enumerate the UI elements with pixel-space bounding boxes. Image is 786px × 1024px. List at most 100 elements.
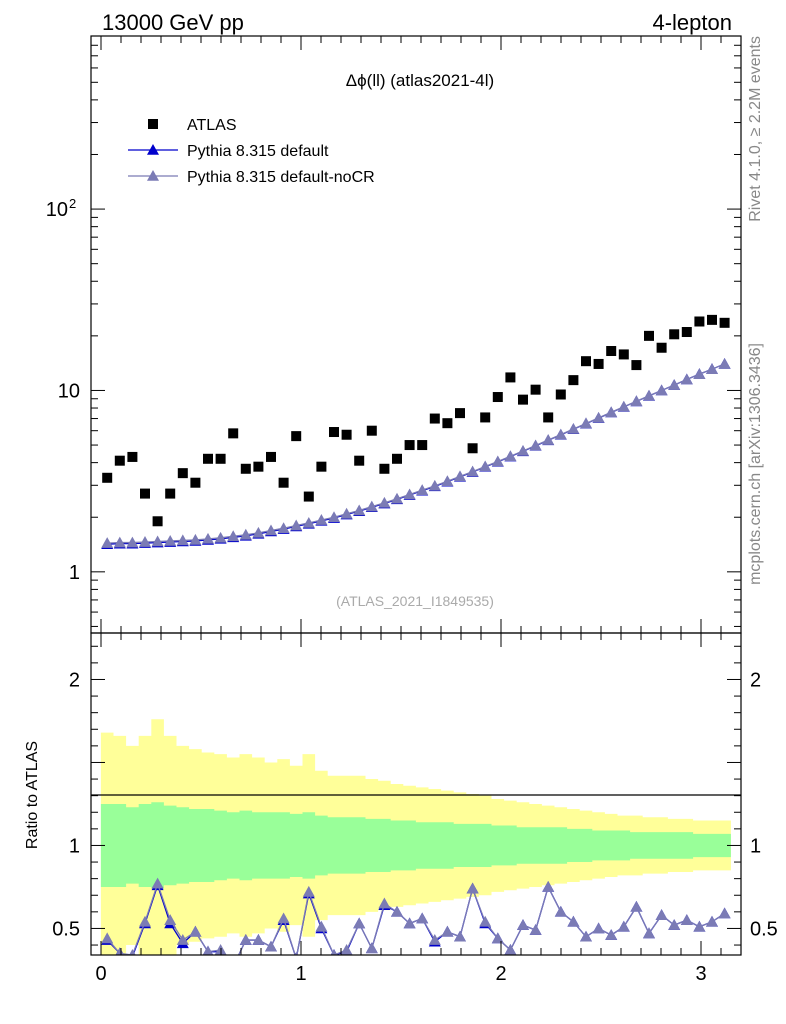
data-point — [455, 408, 465, 419]
chart-title: Δϕ(ll) (atlas2021-4l) — [346, 71, 494, 90]
mc-point — [189, 533, 202, 545]
ratio-point — [605, 929, 618, 940]
data-point — [530, 384, 541, 395]
ratio-point — [668, 919, 681, 930]
header-left-label: 13000 GeV pp — [102, 10, 244, 35]
mc-point — [365, 500, 378, 512]
ratio-point — [391, 905, 403, 917]
data-point — [316, 461, 327, 472]
mc-point — [126, 536, 139, 548]
ratio-point — [265, 940, 277, 952]
data-point — [102, 472, 113, 483]
mc-point — [680, 373, 693, 385]
ratio-point — [592, 922, 605, 934]
xtick-label: 3 — [695, 963, 706, 985]
ratio-point — [643, 927, 655, 939]
data-point — [505, 372, 516, 383]
mc-point — [580, 417, 592, 429]
mc-point — [567, 423, 580, 434]
legend-marker-mc — [147, 170, 159, 181]
data-point — [177, 468, 188, 479]
mc-point — [151, 535, 164, 547]
ratio-point — [416, 912, 429, 924]
ratio-point — [491, 932, 504, 944]
ratio-point — [466, 882, 479, 894]
ratio-point — [517, 919, 529, 930]
ratio-point — [441, 925, 454, 937]
ratio-point — [504, 944, 517, 955]
ratio-ytick-label-right: 1 — [750, 835, 761, 857]
mc-point — [277, 522, 290, 534]
data-point — [681, 327, 692, 338]
ratio-point — [164, 914, 177, 925]
data-point — [240, 463, 251, 474]
data-point — [555, 389, 566, 400]
ratio-point — [378, 897, 391, 909]
ratio-band-inner — [100, 802, 731, 889]
mc-point — [617, 400, 630, 412]
ratio-point — [617, 920, 630, 932]
ratio-point — [680, 914, 693, 925]
data-point — [429, 413, 440, 424]
mc-point — [416, 484, 429, 495]
main-ytick-label: 1 — [69, 562, 80, 584]
data-point — [694, 316, 705, 327]
ratio-frame — [90, 632, 742, 956]
ratio-point — [294, 952, 298, 955]
mc-point — [454, 470, 466, 482]
data-point — [467, 443, 478, 454]
data-point — [442, 418, 453, 429]
mc-point — [113, 536, 126, 548]
ratio-point — [239, 934, 252, 945]
data-point — [719, 317, 730, 328]
ratio-point — [428, 934, 441, 945]
mc-point — [227, 530, 240, 542]
ratio-point — [454, 930, 466, 942]
data-point — [278, 477, 289, 488]
mc-point — [441, 475, 454, 487]
ratio-point — [706, 915, 718, 927]
mc-point — [554, 428, 567, 440]
mc-point — [391, 492, 403, 504]
ratio-ytick-label-right: 2 — [750, 669, 761, 691]
data-point — [354, 455, 365, 466]
legend-label: Pythia 8.315 default — [187, 143, 329, 160]
data-point — [291, 431, 302, 442]
ratio-point — [101, 932, 114, 944]
mc-point — [491, 455, 504, 467]
ratio-ytick-label-right: 0.5 — [750, 918, 778, 940]
data-point — [366, 425, 377, 436]
ratio-ytick-label: 2 — [69, 669, 80, 691]
mc-point — [202, 532, 214, 544]
data-point — [707, 314, 717, 325]
ratio-point — [252, 934, 265, 945]
data-point — [140, 488, 150, 499]
data-point — [631, 360, 642, 371]
data-point — [593, 358, 604, 369]
mc-point — [655, 384, 668, 396]
mc-point — [176, 534, 189, 546]
data-point — [152, 516, 163, 527]
ratio-panel: 0.5 0.5 1 1 2 2 Ratio to ATLAS — [24, 632, 778, 956]
ratio-ytick-label: 0.5 — [52, 918, 80, 940]
main-line-1 — [107, 363, 725, 545]
data-point — [543, 412, 554, 423]
ratio-point — [202, 945, 214, 955]
mc-point — [718, 357, 731, 369]
mc-point — [643, 389, 655, 401]
ratio-point — [580, 930, 592, 942]
mc-point — [302, 516, 315, 528]
data-point — [404, 440, 415, 451]
mc-point — [139, 536, 151, 547]
header-right-label: 4-lepton — [652, 10, 732, 35]
ratio-point — [115, 947, 125, 955]
data-point — [644, 330, 654, 341]
data-point — [568, 375, 579, 386]
mc-point — [214, 531, 227, 543]
mc-point — [101, 537, 114, 548]
xtick-label: 0 — [95, 963, 106, 985]
data-point — [669, 329, 680, 340]
ratio-point — [554, 905, 567, 917]
